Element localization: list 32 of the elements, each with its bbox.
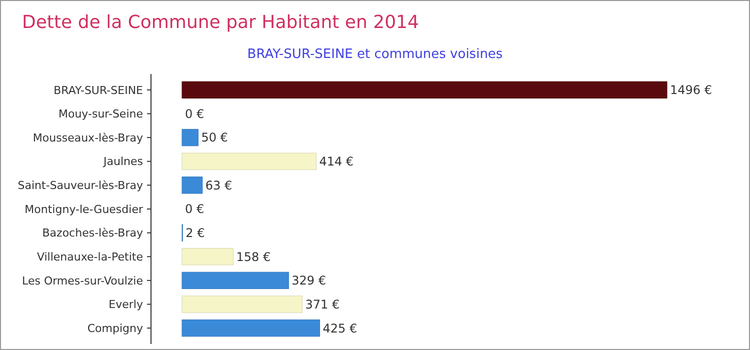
data-label: 50 €: [201, 130, 228, 145]
bar: [182, 296, 303, 313]
chart-title: Dette de la Commune par Habitant en 2014: [22, 12, 419, 33]
bar: [182, 128, 198, 146]
data-label: 1496 €: [670, 83, 712, 98]
y-tick-label: Everly: [108, 298, 144, 312]
y-tick-label: Saint-Sauveur-lès-Bray: [18, 179, 144, 192]
data-label: 63 €: [205, 178, 232, 192]
data-label: 371 €: [305, 297, 340, 312]
y-tick-label: Bazoches-lès-Bray: [42, 226, 144, 240]
y-tick-label: Mouy-sur-Seine: [58, 108, 144, 121]
data-label: 2 €: [186, 226, 205, 240]
chart-subtitle: BRAY-SUR-SEINE et communes voisines: [247, 47, 503, 62]
y-tick-label: Jaulnes: [102, 155, 144, 168]
y-tick-label: Villenauxe-la-Petite: [36, 250, 144, 264]
y-tick-label: Montigny-le-Guesdier: [24, 202, 144, 216]
bar: [182, 272, 289, 290]
data-label: 0 €: [185, 202, 204, 216]
data-label: 414 €: [319, 154, 354, 169]
y-tick-label: Les Ormes-sur-Voulzie: [22, 274, 144, 288]
data-label: 158 €: [236, 250, 271, 264]
y-tick-label: BRAY-SUR-SEINE: [54, 84, 144, 97]
data-label: 425 €: [322, 321, 358, 336]
data-label: 329 €: [292, 274, 326, 288]
bar: [182, 152, 316, 170]
bar: [182, 248, 234, 266]
bar: [182, 176, 203, 194]
data-label: 0 €: [185, 106, 204, 121]
y-tick-label: Compigny: [87, 322, 144, 335]
bar: [182, 320, 320, 337]
bar: [182, 81, 668, 98]
y-tick-label: Mousseaux-lès-Bray: [32, 131, 144, 144]
